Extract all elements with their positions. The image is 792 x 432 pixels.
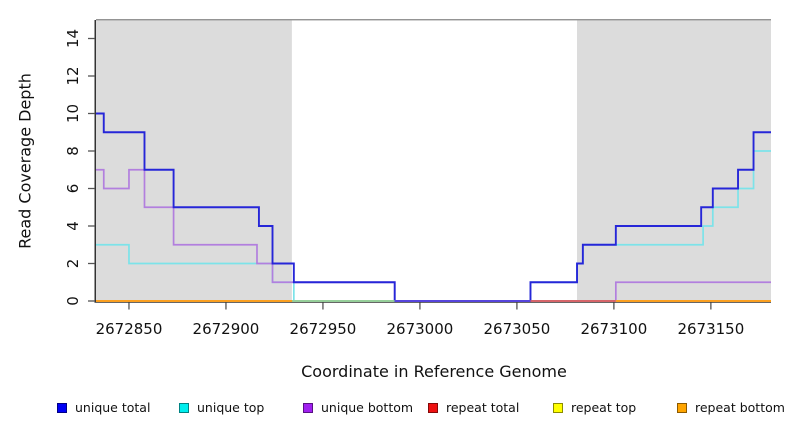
y-tick-label: 6 — [64, 184, 82, 194]
shaded-region — [577, 20, 771, 303]
y-tick-label: 8 — [64, 146, 82, 156]
shaded-region — [96, 20, 292, 303]
x-tick-label: 2673000 — [387, 320, 454, 338]
x-tick-label: 2673050 — [484, 320, 551, 338]
x-tick-label: 2672950 — [290, 320, 357, 338]
x-tick-label: 2673150 — [677, 320, 744, 338]
x-tick-label: 2672850 — [96, 320, 163, 338]
y-tick-label: 0 — [64, 296, 82, 306]
y-tick-label: 10 — [64, 104, 82, 123]
y-axis-title: Read Coverage Depth — [15, 73, 35, 249]
y-tick-label: 4 — [64, 221, 82, 231]
y-tick-label: 12 — [64, 66, 82, 85]
y-tick-label: 2 — [64, 259, 82, 269]
x-tick-label: 2673100 — [580, 320, 647, 338]
x-axis-title: Coordinate in Reference Genome — [301, 362, 567, 381]
x-tick-label: 2672900 — [193, 320, 260, 338]
series-unique-total — [96, 112, 771, 302]
y-tick-label: 14 — [64, 29, 82, 48]
axis-lines — [94, 20, 771, 303]
